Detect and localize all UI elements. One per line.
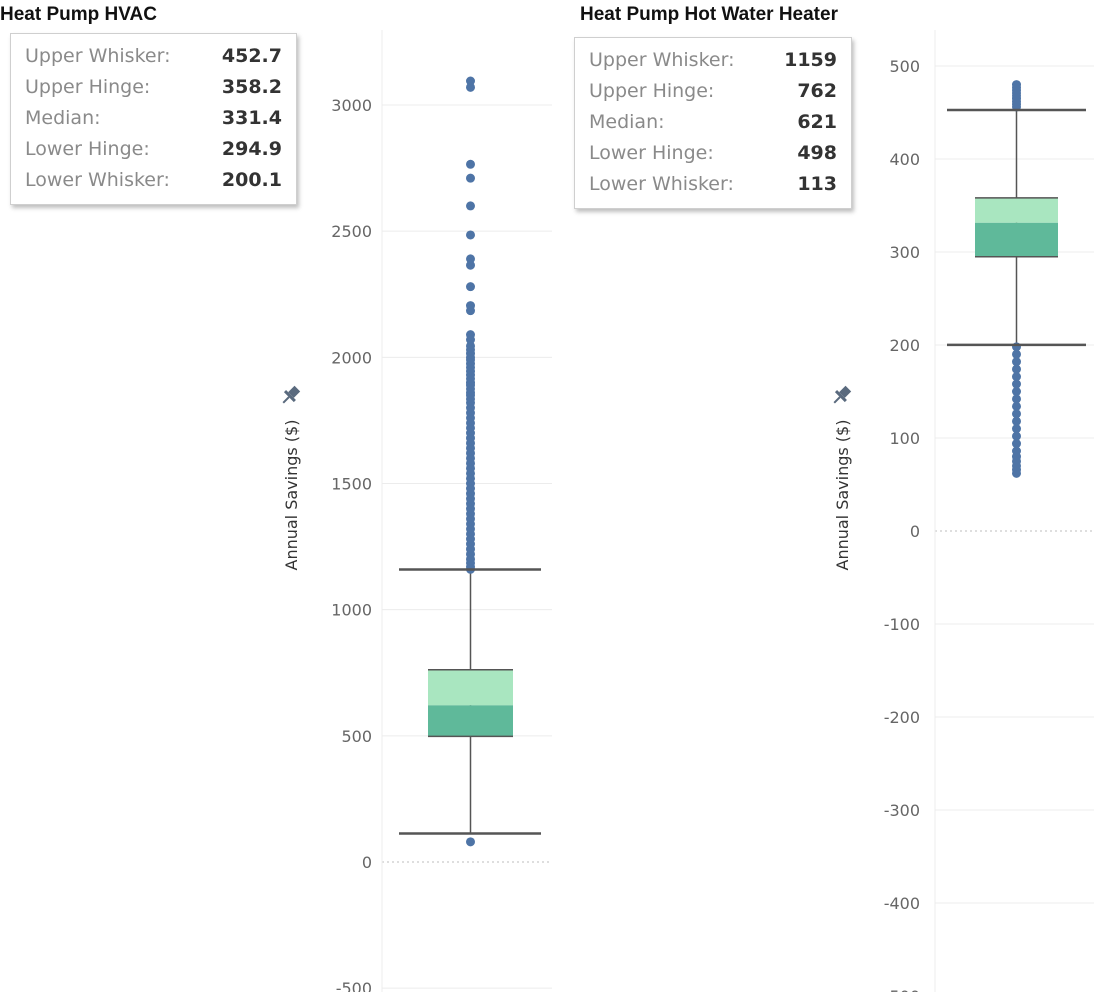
tooltip-label: Median:: [589, 111, 665, 133]
outlier-point-water-heater-18: [1012, 409, 1021, 419]
tooltip-row: Upper Whisker: 1159: [589, 45, 837, 76]
tooltip-value: 358.2: [221, 76, 282, 98]
y-tick-label-hvac-6: 0: [362, 853, 372, 872]
tooltip-row: Lower Hinge: 294.9: [25, 134, 282, 165]
y-tick-label-water-heater-0: 500: [889, 57, 920, 76]
tooltip-value: 762: [797, 80, 837, 102]
y-tick-label-hvac-4: 1000: [331, 601, 372, 620]
y-axis-title-hvac: Annual Savings ($): [282, 420, 301, 571]
tooltip-hvac: Upper Whisker: 452.7 Upper Hinge: 358.2 Medi…: [10, 33, 297, 205]
outlier-point-water-heater-21: [1012, 431, 1021, 441]
outlier-point-water-heater-13: [1012, 372, 1021, 382]
y-tick-label-water-heater-5: 0: [910, 522, 920, 541]
pin-icon: [833, 385, 852, 404]
tooltip-value: 1159: [784, 49, 837, 71]
y-tick-label-water-heater-3: 200: [889, 336, 920, 355]
tooltip-label: Median:: [25, 107, 101, 129]
y-tick-label-hvac-1: 2500: [331, 222, 372, 241]
outlier-point-water-heater-14: [1012, 379, 1021, 389]
outlier-point-water-heater-19: [1012, 416, 1021, 426]
tooltip-row: Upper Hinge: 358.2: [25, 72, 282, 103]
y-tick-label-hvac-7: -500: [336, 979, 372, 992]
lower-box-water-heater: [975, 222, 1058, 257]
tooltip-label: Lower Whisker:: [589, 173, 734, 195]
tooltip-label: Upper Hinge:: [589, 80, 715, 102]
y-tick-label-water-heater-4: 100: [889, 429, 920, 448]
outlier-point-hvac-11: [466, 306, 475, 316]
tooltip-label: Upper Whisker:: [589, 49, 735, 71]
y-tick-label-water-heater-1: 400: [889, 150, 920, 169]
tooltip-value: 294.9: [221, 138, 282, 160]
tooltip-value: 621: [797, 111, 837, 133]
pin-icon: [282, 385, 301, 404]
y-tick-label-water-heater-6: -100: [884, 615, 920, 634]
y-tick-label-water-heater-10: -500: [884, 987, 920, 992]
outlier-point-hvac-6: [466, 230, 475, 240]
tooltip-label: Lower Hinge:: [589, 142, 714, 164]
y-tick-label-water-heater-8: -300: [884, 801, 920, 820]
tooltip-water-heater: Upper Whisker: 1159 Upper Hinge: 762 Median:…: [574, 37, 852, 209]
tooltip-value: 498: [797, 142, 837, 164]
tooltip-row: Upper Hinge: 762: [589, 76, 837, 107]
y-tick-label-water-heater-9: -400: [884, 894, 920, 913]
outlier-point-water-heater-28: [1012, 468, 1021, 478]
outlier-point-hvac-8: [466, 260, 475, 270]
tooltip-label: Upper Hinge:: [25, 76, 151, 98]
chart-title-hvac: Heat Pump HVAC: [0, 4, 157, 25]
outlier-point-hvac-5: [466, 201, 475, 211]
upper-box-hvac: [428, 669, 513, 706]
tooltip-value: 331.4: [221, 107, 282, 129]
y-axis-title-water-heater: Annual Savings ($): [833, 420, 852, 571]
tooltip-label: Upper Whisker:: [25, 45, 171, 67]
y-tick-label-hvac-2: 2000: [331, 348, 372, 367]
tooltip-row: Lower Whisker: 200.1: [25, 165, 282, 196]
outlier-point-water-heater-20: [1012, 424, 1021, 434]
y-tick-label-hvac-5: 500: [341, 727, 372, 746]
outlier-point-water-heater-11: [1012, 357, 1021, 367]
tooltip-row: Upper Whisker: 452.7: [25, 41, 282, 72]
outlier-point-hvac-13: [466, 335, 475, 345]
tooltip-value: 113: [797, 173, 837, 195]
tooltip-row: Median: 621: [589, 107, 837, 138]
tooltip-value: 200.1: [221, 169, 282, 191]
tooltip-row: Median: 331.4: [25, 103, 282, 134]
outlier-point-water-heater-22: [1012, 439, 1021, 449]
outlier-point-hvac-4: [466, 173, 475, 183]
upper-box-water-heater: [975, 197, 1058, 223]
outlier-point-hvac-1: [466, 76, 475, 86]
y-tick-label-water-heater-7: -200: [884, 708, 920, 727]
y-tick-label-hvac-3: 1500: [331, 475, 372, 494]
y-tick-label-water-heater-2: 300: [889, 243, 920, 262]
tooltip-label: Lower Hinge:: [25, 138, 150, 160]
outlier-point-water-heater-17: [1012, 401, 1021, 411]
outlier-point-water-heater-15: [1012, 387, 1021, 396]
outlier-point-hvac-2: [466, 82, 475, 92]
outlier-point-water-heater-10: [1012, 349, 1021, 359]
chart-title-water-heater: Heat Pump Hot Water Heater: [580, 4, 838, 25]
outlier-point-hvac-7: [466, 254, 475, 264]
y-tick-label-hvac-0: 3000: [331, 96, 372, 115]
outlier-point-water-heater-16: [1012, 394, 1021, 404]
outlier-point-hvac-0: [466, 837, 475, 847]
tooltip-row: Lower Hinge: 498: [589, 138, 837, 169]
outlier-point-hvac-3: [466, 159, 475, 169]
tooltip-label: Lower Whisker:: [25, 169, 170, 191]
lower-box-hvac: [428, 705, 513, 737]
outlier-point-hvac-9: [466, 282, 475, 292]
tooltip-value: 452.7: [221, 45, 282, 67]
tooltip-row: Lower Whisker: 113: [589, 169, 837, 200]
outlier-point-water-heater-12: [1012, 364, 1021, 374]
